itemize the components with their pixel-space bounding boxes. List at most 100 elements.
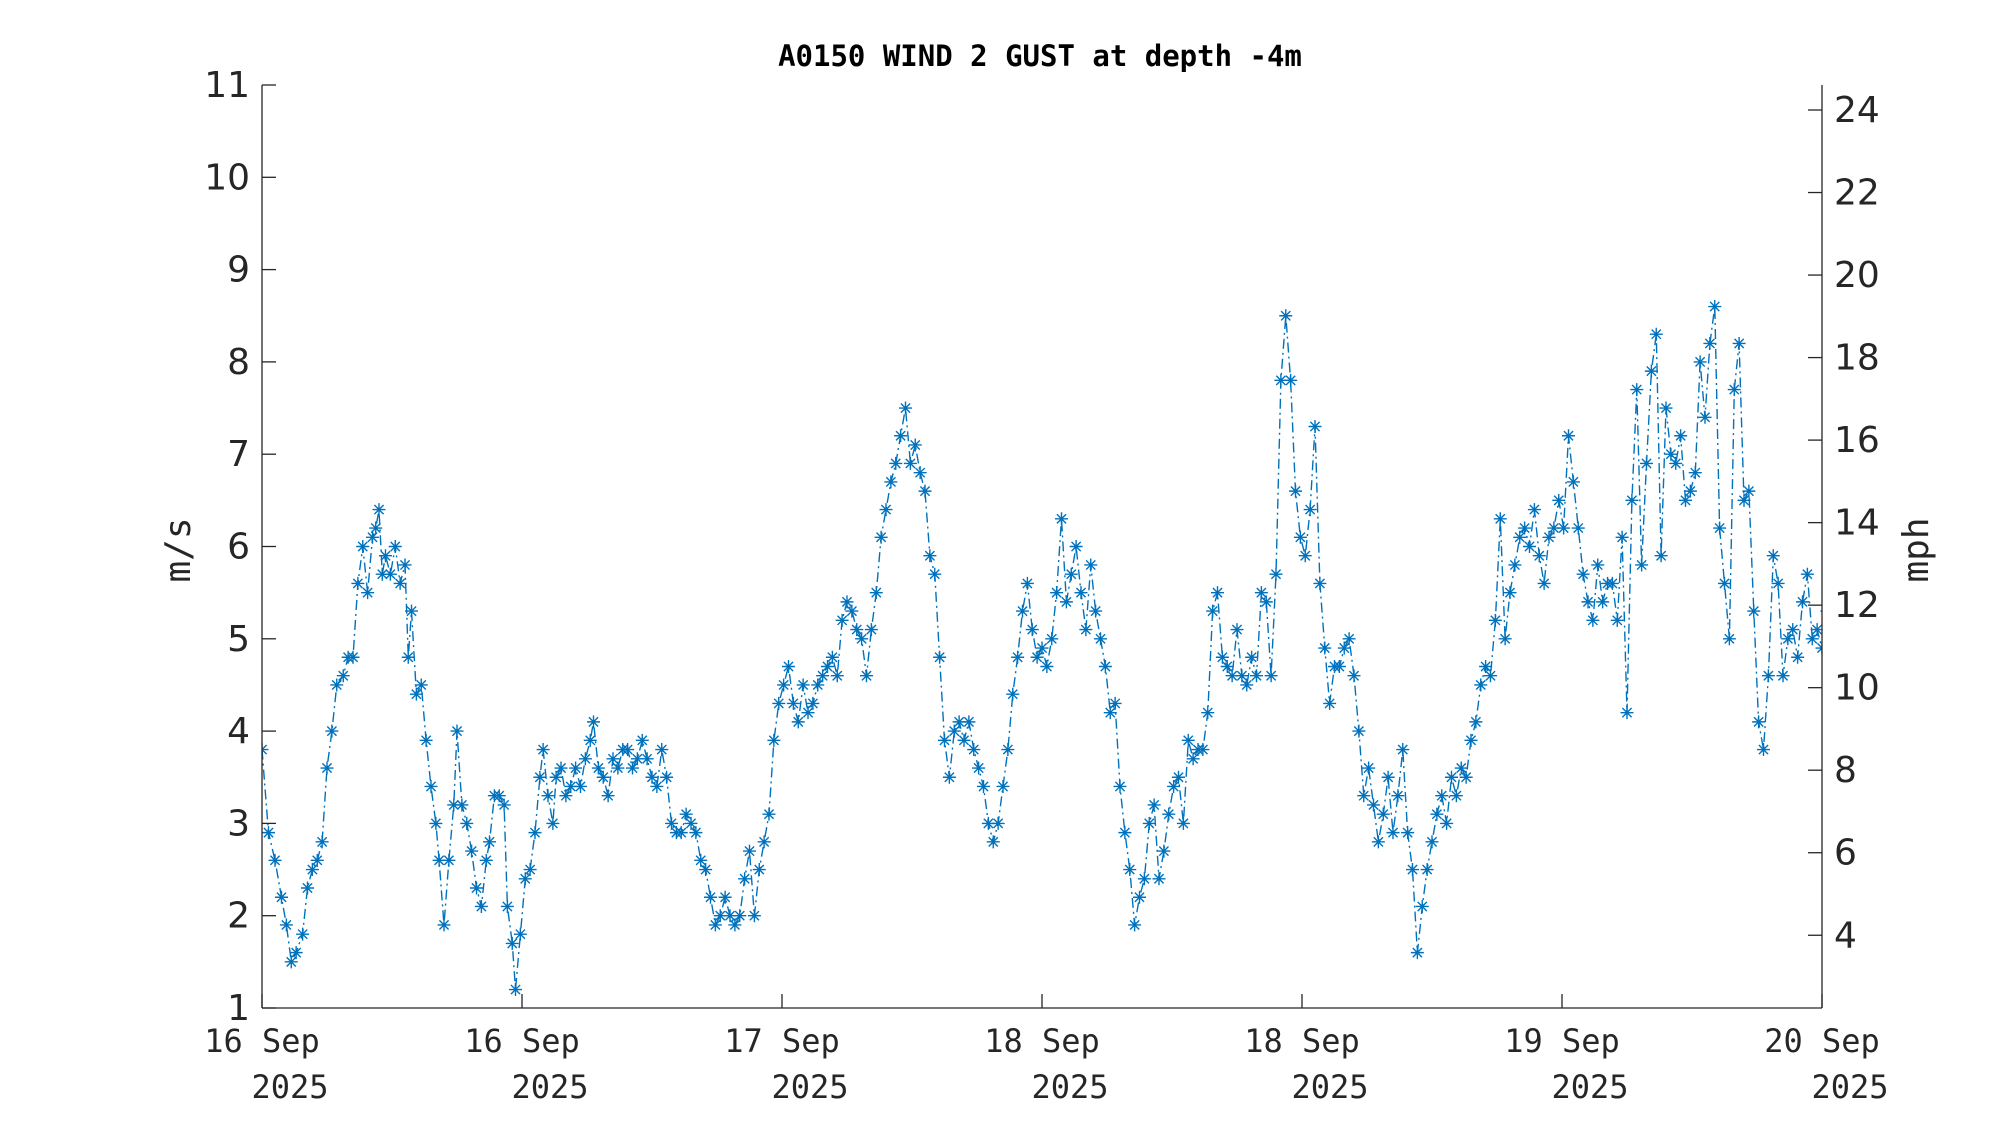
left-y-tick-label: 7 (227, 434, 250, 475)
data-point (1172, 770, 1185, 784)
data-point (718, 890, 732, 904)
data-point (1347, 669, 1361, 683)
data-point (991, 816, 1005, 830)
data-point (1640, 456, 1653, 470)
data-point (1269, 567, 1283, 581)
data-point (1371, 835, 1385, 849)
x-tick-label-day: 16 Sep (464, 1022, 580, 1060)
data-point (587, 715, 600, 729)
data-point (674, 826, 688, 840)
data-point (1123, 863, 1137, 877)
data-point (1620, 706, 1634, 720)
data-point (684, 816, 698, 830)
data-point (860, 669, 873, 683)
data-point (1537, 576, 1551, 590)
data-point (1928, 328, 1941, 341)
data-point (315, 835, 329, 849)
data-point (388, 540, 402, 553)
data-point (1357, 789, 1371, 803)
data-point (1649, 327, 1663, 341)
data-point (1152, 872, 1166, 886)
data-point (1025, 623, 1039, 637)
data-point (1513, 530, 1527, 544)
data-point (1474, 678, 1488, 692)
data-point (757, 835, 771, 849)
data-point (630, 752, 644, 766)
data-point (1605, 576, 1619, 590)
data-point (1552, 493, 1566, 507)
data-point (650, 779, 664, 793)
x-tick-label-day: 16 Sep (204, 1022, 320, 1060)
data-point (310, 853, 324, 867)
data-point (1264, 669, 1278, 683)
data-point (640, 752, 654, 766)
data-point (414, 678, 428, 692)
data-point (470, 881, 483, 895)
data-point (483, 835, 496, 849)
data-point (1196, 743, 1210, 757)
data-point (972, 761, 986, 775)
data-point (879, 503, 893, 517)
data-point (305, 863, 319, 877)
data-point (1118, 826, 1132, 840)
data-point (1679, 493, 1692, 507)
data-point (1274, 373, 1288, 387)
data-point (1035, 641, 1049, 655)
data-point (1279, 309, 1293, 323)
left-y-tick-label: 11 (204, 65, 250, 106)
data-point (262, 826, 275, 840)
data-point (1635, 558, 1649, 572)
data-point (942, 770, 956, 784)
data-point (821, 659, 834, 673)
data-point (1908, 337, 1921, 350)
data-point (1942, 198, 1955, 211)
left-y-tick-label: 9 (227, 250, 250, 291)
data-point (1757, 743, 1770, 757)
data-point (1006, 687, 1020, 701)
data-point (1654, 549, 1668, 563)
right-y-tick-label: 4 (1834, 915, 1857, 956)
left-y-tick-label: 8 (227, 342, 250, 383)
data-point (1050, 586, 1064, 600)
data-point (1761, 669, 1775, 683)
data-point (786, 696, 800, 710)
data-point (447, 798, 461, 812)
data-point (1406, 863, 1419, 877)
data-point (1771, 576, 1785, 590)
left-y-tick-label: 10 (204, 157, 250, 198)
data-point (541, 789, 555, 803)
data-point (296, 927, 310, 941)
data-point (1128, 918, 1142, 932)
data-point (424, 779, 438, 793)
data-point (1367, 798, 1380, 812)
data-point (1781, 632, 1795, 646)
data-point (509, 983, 522, 997)
data-point (1683, 484, 1697, 498)
data-point (1576, 567, 1590, 581)
data-point (1884, 300, 1897, 313)
data-point (947, 724, 961, 738)
data-point (1284, 373, 1298, 387)
data-point (957, 733, 971, 747)
right-y-tick-label: 6 (1834, 833, 1857, 874)
right-y-axis: 4 6 8 10 12 14 16 18 20 22 24 (1808, 85, 1880, 1008)
data-point (1722, 632, 1736, 646)
data-point (977, 779, 990, 793)
data-point (1532, 549, 1546, 563)
data-point (1235, 669, 1249, 683)
data-point (1176, 816, 1190, 830)
left-y-axis: 1 2 3 4 5 6 7 8 9 10 11 (204, 65, 276, 1029)
data-point (513, 927, 527, 941)
data-point (1401, 826, 1415, 840)
data-point (1459, 770, 1473, 784)
data-point (1562, 429, 1575, 443)
data-point (1766, 549, 1780, 563)
data-point (1503, 586, 1517, 600)
data-point (1498, 632, 1512, 646)
data-point (1903, 272, 1916, 285)
data-point (796, 678, 810, 692)
x-tick-label-day: 19 Sep (1504, 1022, 1620, 1060)
data-point (938, 733, 951, 747)
data-point (569, 761, 583, 775)
